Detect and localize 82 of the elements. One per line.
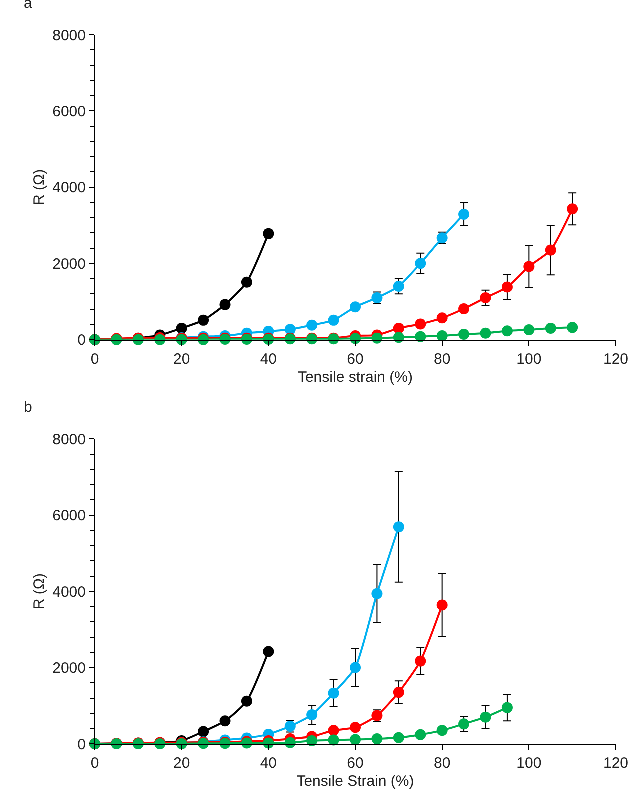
point (372, 588, 383, 600)
y-axis-title: R (Ω) (30, 573, 48, 610)
point (545, 244, 556, 256)
point (458, 329, 470, 340)
point (436, 600, 448, 611)
point (502, 326, 513, 337)
text: b (24, 399, 32, 416)
point (567, 204, 578, 215)
x-tick-label: 100 (516, 755, 542, 772)
point (436, 312, 448, 324)
point (393, 332, 404, 344)
x-axis-title: Tensile Strain (%) (296, 773, 414, 790)
point (415, 656, 426, 667)
point (350, 734, 361, 746)
x-axis-title: Tensile strain (%) (298, 368, 414, 386)
point (436, 725, 448, 736)
x-tick-label: 20 (173, 755, 190, 772)
text: a (24, 0, 33, 12)
point (480, 328, 492, 339)
point (415, 331, 426, 342)
y-tick-label: 8000 (52, 431, 86, 448)
x-tick-label: 80 (434, 350, 451, 368)
point (415, 729, 426, 740)
x-tick-label: 20 (173, 350, 190, 368)
y-tick-label: 0 (78, 736, 86, 754)
point (436, 330, 448, 342)
point (372, 332, 383, 344)
point (328, 734, 340, 746)
point (393, 522, 404, 533)
x-tick-label: 120 (603, 350, 629, 368)
point (306, 710, 318, 721)
x-tick-label: 40 (260, 755, 278, 772)
point (415, 258, 426, 270)
point (502, 702, 513, 714)
point (306, 735, 318, 746)
y-axis-title: R (Ω) (30, 169, 48, 206)
x-tick-label: 80 (434, 755, 451, 772)
x-tick-label: 0 (90, 350, 100, 368)
y-tick-label: 2000 (52, 660, 86, 678)
y-tick-label: 8000 (52, 27, 86, 44)
point (524, 261, 535, 272)
y-tick-label: 6000 (52, 508, 86, 525)
point (328, 688, 340, 699)
point (350, 722, 361, 734)
point (350, 662, 361, 674)
x-tick-label: 60 (347, 755, 364, 772)
x-tick-label: 120 (603, 755, 629, 772)
point (198, 726, 210, 738)
point (458, 304, 470, 314)
point (393, 732, 404, 744)
point (328, 725, 340, 736)
x-tick-label: 60 (347, 350, 364, 368)
point (415, 318, 426, 330)
point (458, 208, 470, 220)
x-tick-label: 40 (260, 350, 278, 368)
point (284, 737, 296, 748)
point (328, 314, 340, 326)
point (372, 734, 383, 745)
point (198, 314, 210, 326)
point (306, 320, 318, 331)
point (567, 322, 578, 334)
point (263, 646, 274, 658)
point (458, 718, 470, 730)
y-tick-label: 2000 (52, 256, 86, 273)
y-tick-label: 4000 (52, 180, 86, 197)
point (393, 281, 404, 292)
y-tick-label: 6000 (52, 103, 86, 120)
x-tick-label: 0 (90, 755, 100, 772)
point (502, 282, 513, 293)
point (545, 322, 556, 334)
point (524, 324, 535, 336)
y-tick-label: 0 (78, 332, 86, 350)
point (241, 696, 252, 707)
point (176, 322, 188, 334)
point (393, 687, 404, 698)
point (284, 324, 296, 336)
x-tick-label: 100 (516, 350, 542, 368)
point (350, 302, 361, 313)
point (393, 322, 404, 334)
point (480, 292, 492, 304)
y-tick-label: 4000 (52, 584, 86, 601)
point (480, 712, 492, 723)
